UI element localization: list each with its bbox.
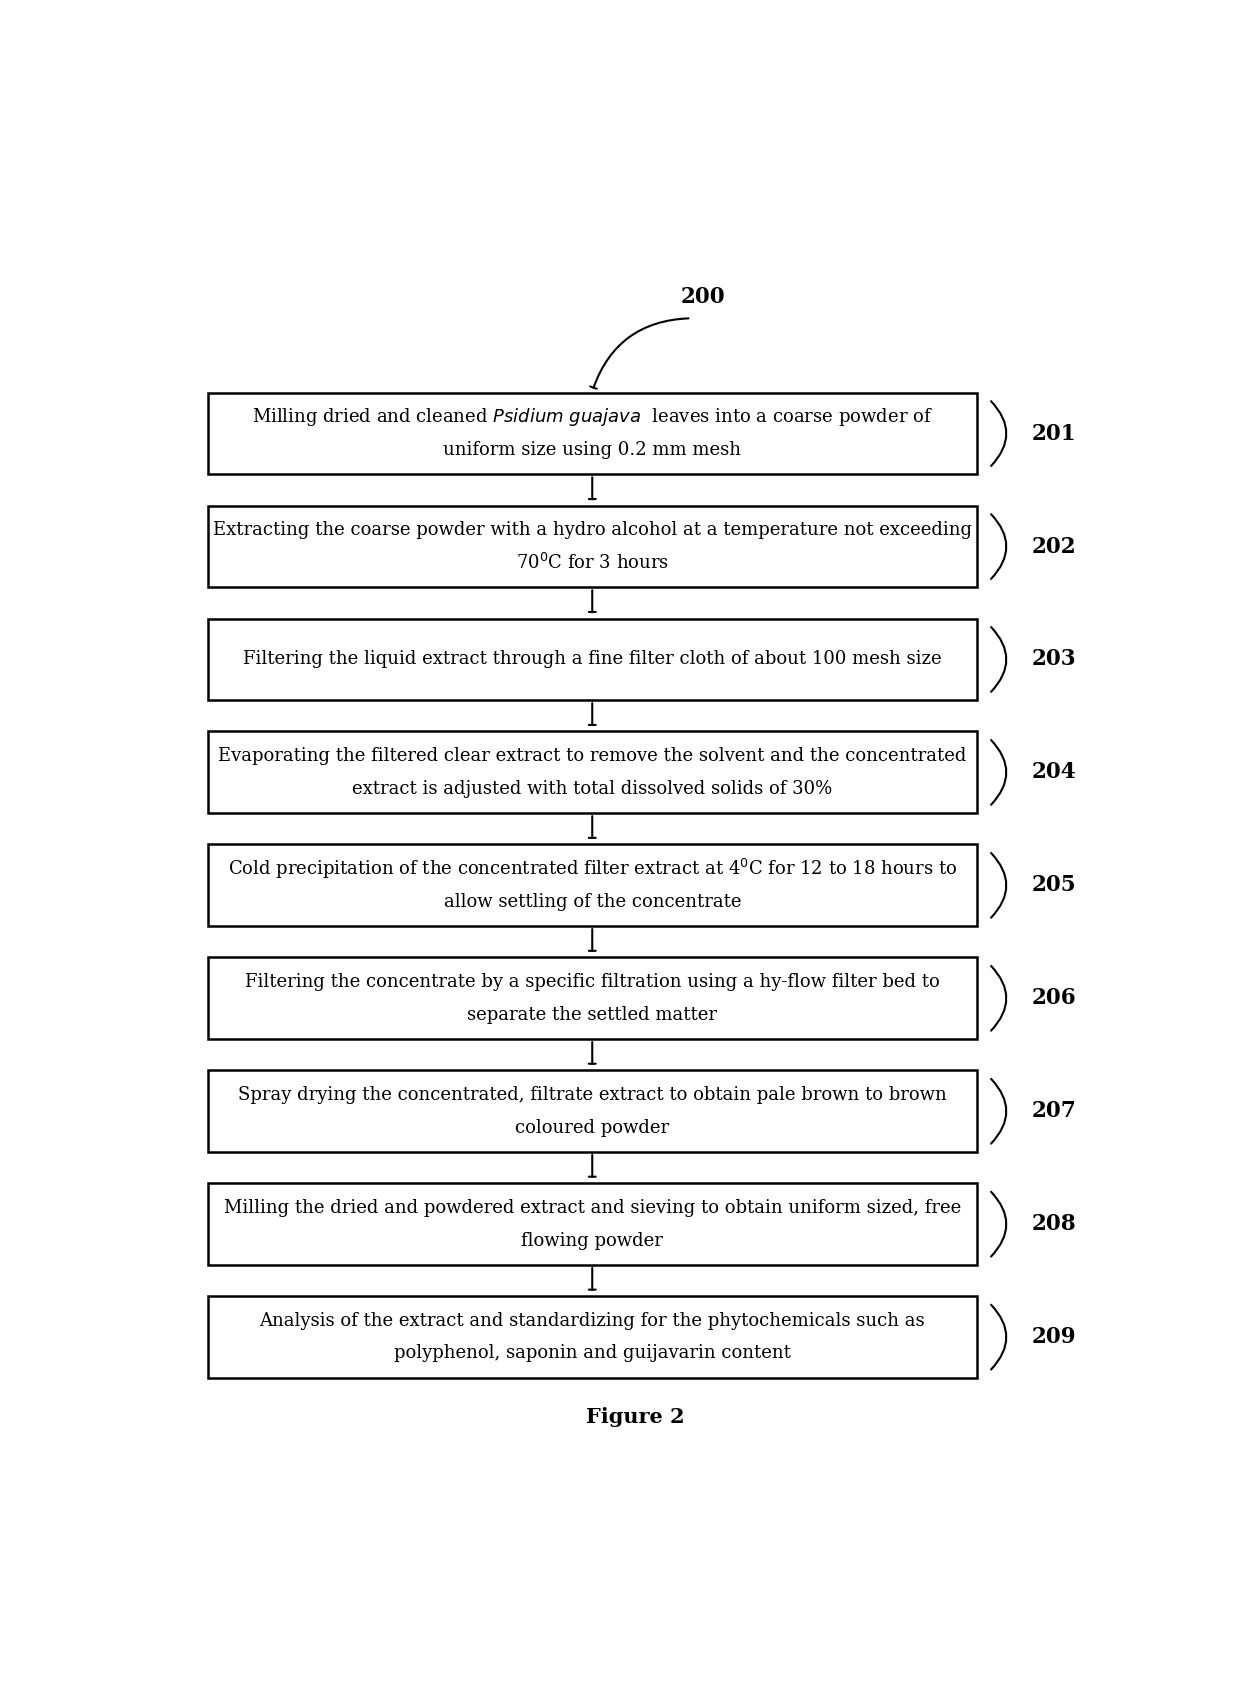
Text: uniform size using 0.2 mm mesh: uniform size using 0.2 mm mesh: [443, 441, 742, 459]
Text: Cold precipitation of the concentrated filter extract at 4$^0$C for 12 to 18 hou: Cold precipitation of the concentrated f…: [228, 858, 957, 881]
Text: Spray drying the concentrated, filtrate extract to obtain pale brown to brown: Spray drying the concentrated, filtrate …: [238, 1086, 946, 1103]
Text: flowing powder: flowing powder: [521, 1232, 663, 1249]
Text: 202: 202: [1032, 536, 1076, 558]
Text: Figure 2: Figure 2: [587, 1407, 684, 1427]
FancyBboxPatch shape: [208, 393, 977, 475]
Text: 207: 207: [1032, 1100, 1076, 1122]
FancyBboxPatch shape: [208, 958, 977, 1039]
FancyBboxPatch shape: [208, 844, 977, 925]
FancyBboxPatch shape: [208, 619, 977, 700]
Text: 201: 201: [1032, 422, 1076, 444]
Text: Extracting the coarse powder with a hydro alcohol at a temperature not exceeding: Extracting the coarse powder with a hydr…: [213, 520, 972, 539]
FancyBboxPatch shape: [208, 1297, 977, 1378]
Text: 205: 205: [1032, 875, 1076, 897]
Text: 209: 209: [1032, 1325, 1076, 1348]
Text: Milling dried and cleaned $\it{Psidium\ guajava}$  leaves into a coarse powder o: Milling dried and cleaned $\it{Psidium\ …: [252, 407, 932, 429]
Text: Analysis of the extract and standardizing for the phytochemicals such as: Analysis of the extract and standardizin…: [259, 1312, 925, 1331]
FancyBboxPatch shape: [208, 1183, 977, 1264]
Text: Milling the dried and powdered extract and sieving to obtain uniform sized, free: Milling the dried and powdered extract a…: [223, 1198, 961, 1217]
Text: coloured powder: coloured powder: [515, 1119, 670, 1137]
Text: 204: 204: [1032, 761, 1076, 783]
FancyBboxPatch shape: [208, 732, 977, 814]
Text: Evaporating the filtered clear extract to remove the solvent and the concentrate: Evaporating the filtered clear extract t…: [218, 747, 966, 764]
Text: 203: 203: [1032, 649, 1076, 671]
Text: separate the settled matter: separate the settled matter: [467, 1005, 717, 1024]
Text: polyphenol, saponin and guijavarin content: polyphenol, saponin and guijavarin conte…: [394, 1344, 791, 1363]
Text: 70$^0$C for 3 hours: 70$^0$C for 3 hours: [516, 553, 668, 573]
Text: allow settling of the concentrate: allow settling of the concentrate: [444, 893, 742, 910]
FancyBboxPatch shape: [208, 1070, 977, 1153]
Text: 200: 200: [681, 286, 725, 308]
Text: 208: 208: [1032, 1214, 1076, 1236]
Text: extract is adjusted with total dissolved solids of 30%: extract is adjusted with total dissolved…: [352, 780, 832, 798]
Text: Filtering the liquid extract through a fine filter cloth of about 100 mesh size: Filtering the liquid extract through a f…: [243, 651, 941, 668]
Text: 206: 206: [1032, 986, 1076, 1009]
Text: Filtering the concentrate by a specific filtration using a hy-flow filter bed to: Filtering the concentrate by a specific …: [244, 973, 940, 992]
FancyBboxPatch shape: [208, 505, 977, 588]
